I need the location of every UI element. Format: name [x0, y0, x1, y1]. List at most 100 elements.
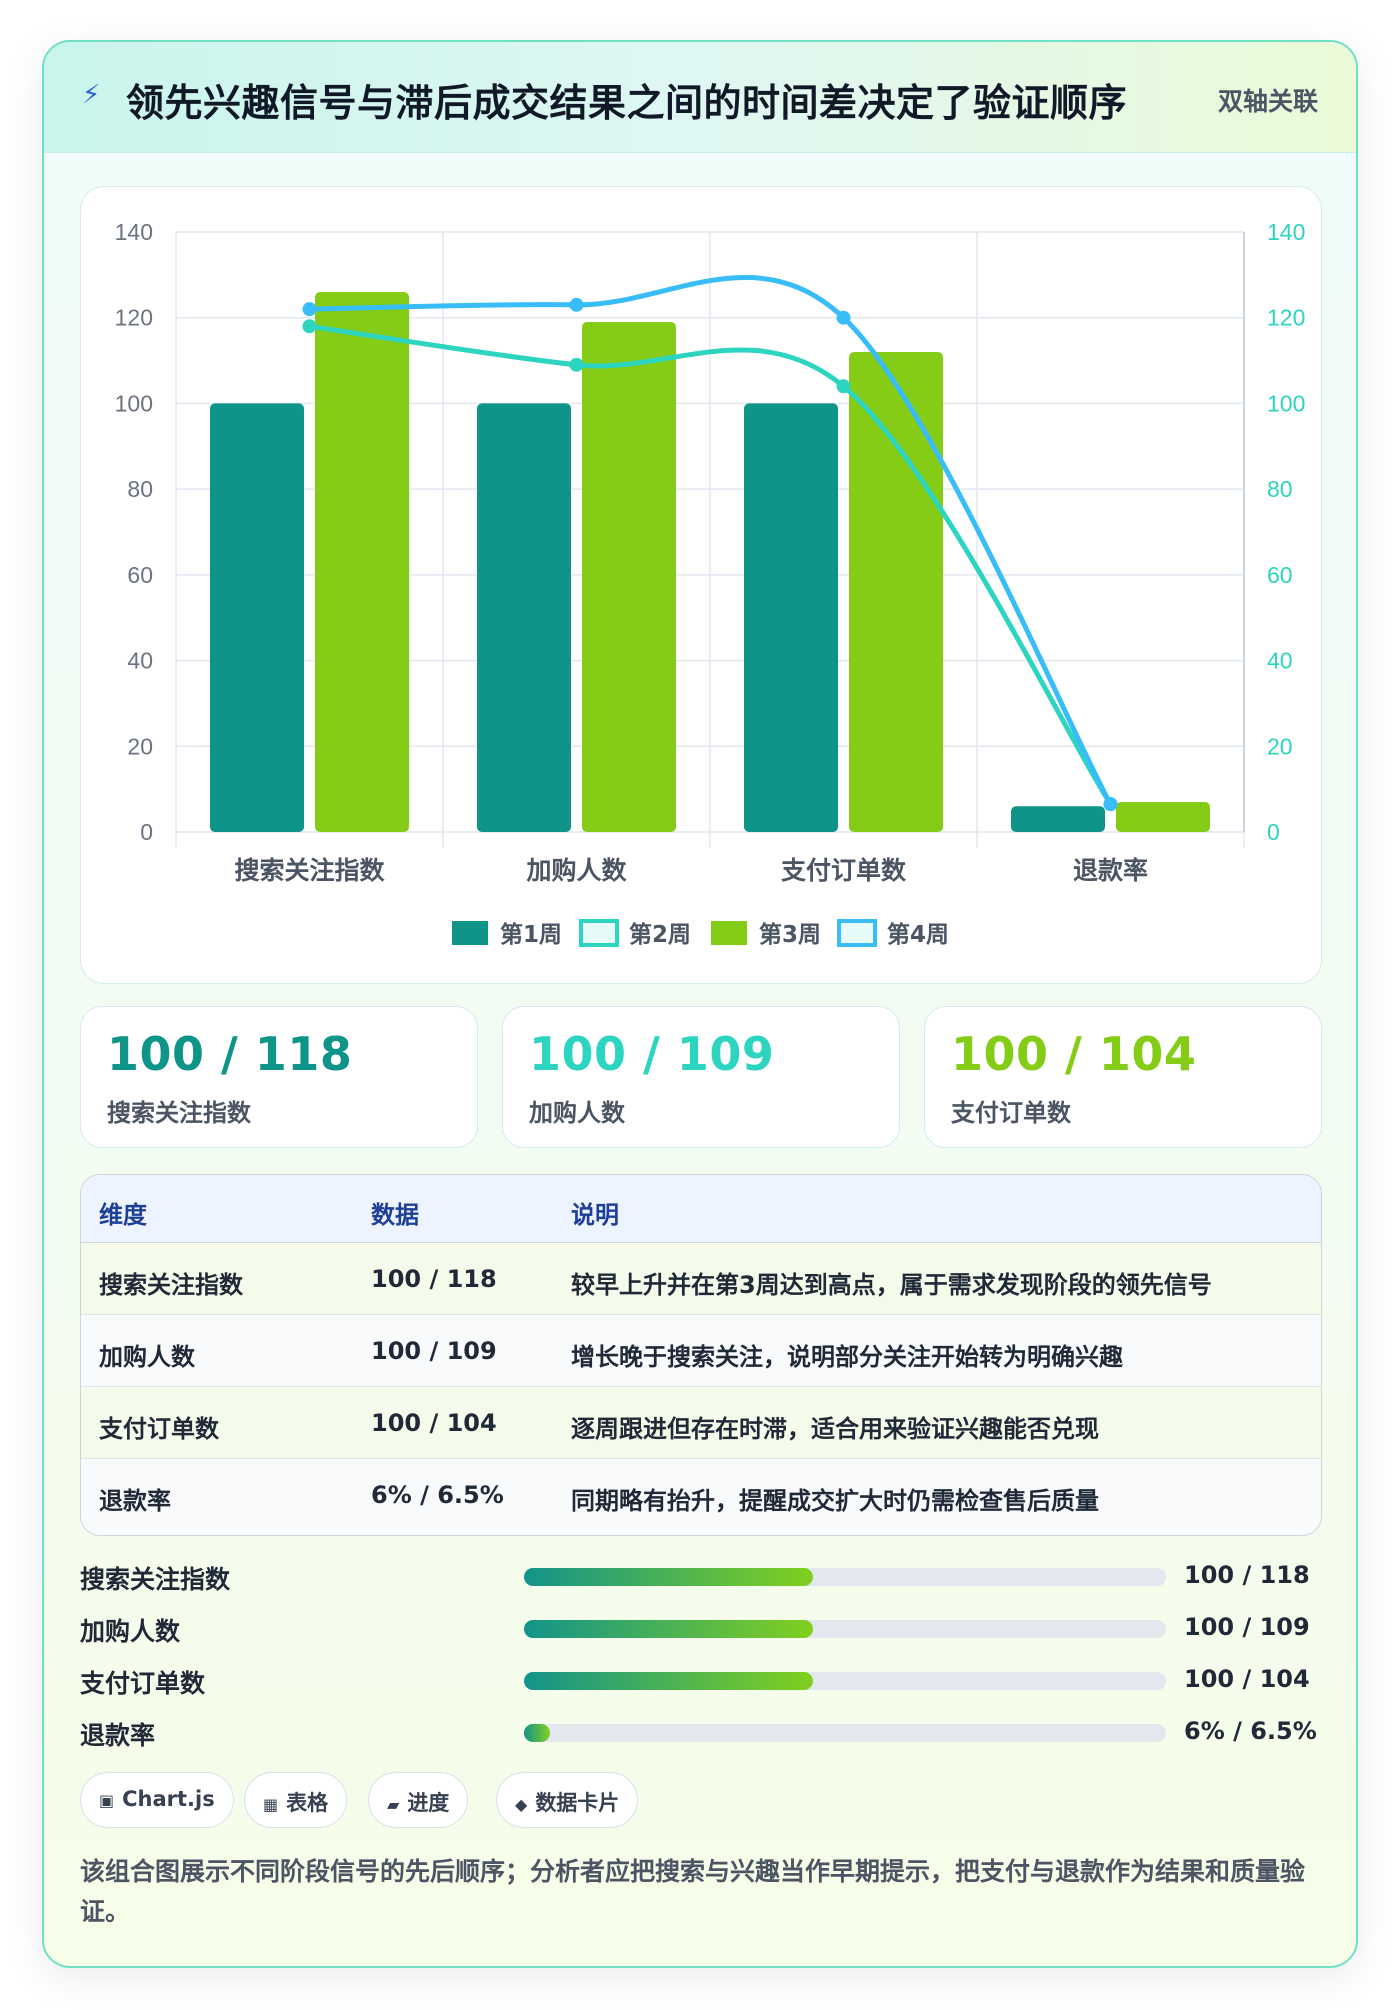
table-cell: 同期略有抬升，提醒成交扩大时仍需检查售后质量 — [571, 1487, 1099, 1515]
stat-card-search: 100 / 118 搜索关注指数 — [80, 1006, 478, 1148]
x-tick-label: 退款率 — [1073, 856, 1148, 885]
data-table: 维度 数据 说明 搜索关注指数 100 / 118 较早上升并在第3周达到高点，… — [80, 1174, 1322, 1536]
table-cell: 6% / 6.5% — [371, 1481, 504, 1509]
y2-tick-label: 100 — [1267, 390, 1305, 416]
card-header: ⚡ 领先兴趣信号与滞后成交结果之间的时间差决定了验证顺序 双轴关联 — [44, 42, 1356, 153]
stat-value: 100 / 104 — [951, 1027, 1197, 1081]
progress-value: 100 / 104 — [1184, 1665, 1310, 1693]
series-line — [309, 323, 1113, 806]
y2-tick-label: 0 — [1267, 819, 1280, 845]
series-line — [309, 274, 1113, 806]
y-tick-label: 20 — [127, 733, 153, 759]
table-cell: 100 / 104 — [371, 1409, 497, 1437]
y-tick-label: 120 — [115, 305, 153, 331]
y-tick-label: 80 — [127, 476, 153, 502]
progress-label: 支付订单数 — [80, 1669, 206, 1698]
progress-label: 加购人数 — [80, 1617, 181, 1646]
stat-label: 加购人数 — [529, 1099, 625, 1127]
chart-panel: 0 0 20 20 40 40 60 60 80 80 100 100 120 120 140 140 搜索关注… — [80, 186, 1322, 984]
chip-progress[interactable]: ▰ 进度 — [368, 1772, 469, 1828]
progress-fill — [524, 1672, 813, 1690]
line-point — [836, 379, 851, 394]
table-row: 支付订单数 100 / 104 逐周跟进但存在时滞，适合用来验证兴趣能否兑现 — [81, 1387, 1321, 1459]
bar — [582, 322, 676, 832]
table-cell: 较早上升并在第3周达到高点，属于需求发现阶段的领先信号 — [571, 1271, 1212, 1299]
y2-tick-label: 20 — [1267, 733, 1293, 759]
table-cell: 逐周跟进但存在时滞，适合用来验证兴趣能否兑现 — [571, 1415, 1099, 1443]
progress-value: 6% / 6.5% — [1184, 1717, 1317, 1745]
y-tick-label: 0 — [140, 819, 153, 845]
bar — [315, 292, 409, 832]
card-icon: ◆ — [515, 1795, 528, 1814]
table-header-row: 维度 数据 说明 — [81, 1175, 1321, 1243]
table-row: 加购人数 100 / 109 增长晚于搜索关注，说明部分关注开始转为明确兴趣 — [81, 1315, 1321, 1387]
line-point — [302, 302, 317, 317]
progress-label: 退款率 — [80, 1721, 156, 1750]
line-point — [1103, 797, 1118, 812]
table-header-cell: 维度 — [99, 1201, 147, 1229]
legend-label: 第4周 — [887, 921, 949, 948]
legend-swatch — [579, 919, 619, 947]
y2-tick-label: 140 — [1267, 219, 1305, 245]
chip-label: Chart.js — [122, 1787, 215, 1811]
bar — [849, 352, 943, 832]
axis-badge: 双轴关联 — [1217, 87, 1318, 116]
y2-tick-label: 80 — [1267, 476, 1293, 502]
legend-swatch — [711, 921, 747, 945]
table-cell: 搜索关注指数 — [99, 1271, 243, 1299]
combo-chart[interactable]: 0 0 20 20 40 40 60 60 80 80 100 100 120 120 140 140 搜索关注… — [81, 187, 1323, 985]
chip-chartjs[interactable]: ▣ Chart.js — [80, 1772, 234, 1828]
progress-icon: ▰ — [387, 1795, 400, 1814]
legend-swatch — [837, 919, 877, 947]
line-point — [569, 297, 584, 312]
line-point — [569, 357, 584, 372]
chip-table[interactable]: ▦ 表格 — [244, 1772, 348, 1828]
bar — [210, 403, 304, 832]
legend-label: 第2周 — [629, 921, 691, 948]
stat-label: 支付订单数 — [951, 1099, 1071, 1127]
progress-fill — [524, 1620, 813, 1638]
report-card: ⚡ 领先兴趣信号与滞后成交结果之间的时间差决定了验证顺序 双轴关联 0 0 20 20… — [42, 40, 1358, 1968]
bar — [744, 403, 838, 832]
legend-swatch — [452, 921, 488, 945]
table-cell: 100 / 118 — [371, 1265, 497, 1293]
bar — [1116, 802, 1210, 832]
y-tick-label: 140 — [115, 219, 153, 245]
x-tick-label: 支付订单数 — [781, 856, 907, 885]
stat-label: 搜索关注指数 — [107, 1099, 251, 1127]
y2-tick-label: 60 — [1267, 562, 1293, 588]
y-tick-label: 60 — [127, 562, 153, 588]
table-cell: 增长晚于搜索关注，说明部分关注开始转为明确兴趣 — [571, 1343, 1123, 1371]
stat-card-orders: 100 / 104 支付订单数 — [924, 1006, 1322, 1148]
table-cell: 退款率 — [99, 1487, 171, 1515]
y-tick-label: 100 — [115, 390, 153, 416]
progress-fill — [524, 1568, 813, 1586]
lightning-icon: ⚡ — [82, 80, 101, 110]
chart-icon: ▣ — [99, 1791, 115, 1810]
bar — [477, 403, 571, 832]
legend-label: 第1周 — [500, 921, 562, 948]
line-point — [302, 319, 317, 334]
progress-fill — [524, 1724, 550, 1742]
y2-tick-label: 120 — [1267, 305, 1305, 331]
progress-track — [524, 1672, 1166, 1690]
table-row: 退款率 6% / 6.5% 同期略有抬升，提醒成交扩大时仍需检查售后质量 — [81, 1459, 1321, 1535]
stat-card-cart: 100 / 109 加购人数 — [502, 1006, 900, 1148]
table-row: 搜索关注指数 100 / 118 较早上升并在第3周达到高点，属于需求发现阶段的… — [81, 1243, 1321, 1315]
legend-label: 第3周 — [759, 921, 821, 948]
page-title: 领先兴趣信号与滞后成交结果之间的时间差决定了验证顺序 — [126, 81, 1128, 125]
x-tick-label: 搜索关注指数 — [234, 856, 385, 885]
table-header-cell: 说明 — [571, 1201, 619, 1229]
progress-label: 搜索关注指数 — [80, 1565, 231, 1594]
table-cell: 加购人数 — [99, 1343, 195, 1371]
footnote: 该组合图展示不同阶段信号的先后顺序；分析者应把搜索与兴趣当作早期提示，把支付与退… — [80, 1857, 1306, 1926]
table-header-cell: 数据 — [371, 1201, 419, 1229]
progress-value: 100 / 118 — [1184, 1561, 1310, 1589]
progress-track — [524, 1568, 1166, 1586]
y2-tick-label: 40 — [1267, 648, 1293, 674]
table-cell: 支付订单数 — [99, 1415, 219, 1443]
table-icon: ▦ — [263, 1795, 279, 1814]
bar — [1011, 806, 1105, 832]
chip-label: 表格 — [286, 1791, 329, 1815]
chip-data-card[interactable]: ◆ 数据卡片 — [496, 1772, 639, 1828]
